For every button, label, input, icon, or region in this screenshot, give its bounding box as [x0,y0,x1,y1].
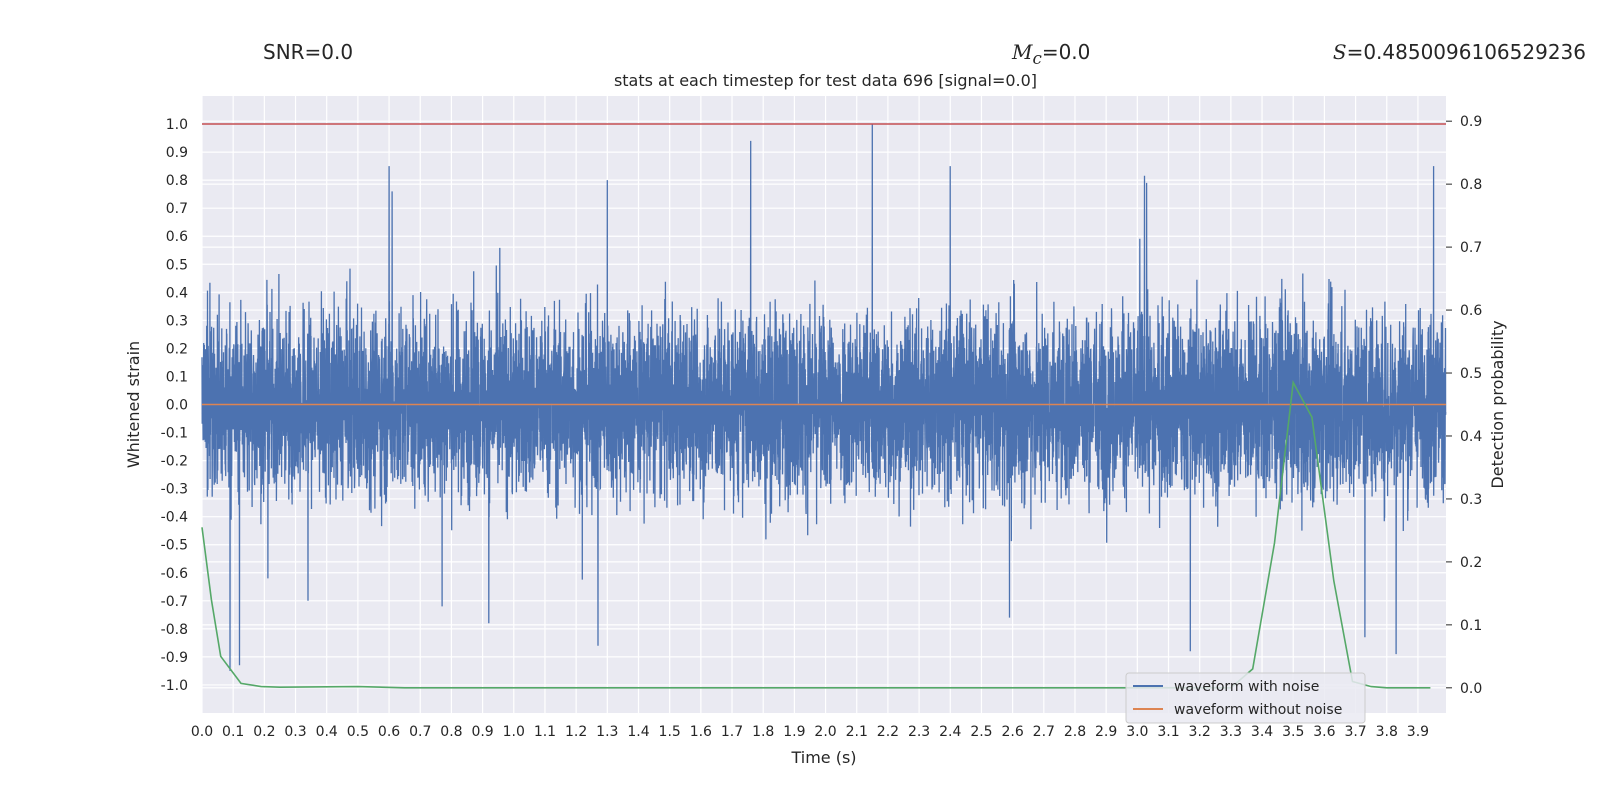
x-tick-label: 1.0 [503,724,525,740]
y-tick-label: -1.0 [161,678,188,694]
x-tick-label: 1.8 [752,724,774,740]
y2-axis-label: Detection probability [1488,320,1507,488]
x-tick-label: 1.6 [690,724,712,740]
y-tick-label: -0.2 [161,454,188,470]
x-tick-label: 3.7 [1344,724,1366,740]
series-waveform-with-noise [201,123,1447,671]
y-tick-label: 0.9 [166,145,188,161]
y2-tick-label: 0.7 [1460,240,1482,256]
y-tick-label: -0.5 [161,538,188,554]
x-tick-label: 3.6 [1313,724,1335,740]
y2-tick-label: 0.2 [1460,555,1482,571]
y-axis-label: Whitened strain [124,341,143,468]
x-tick-label: 1.7 [721,724,743,740]
y-tick-label: 0.7 [166,201,188,217]
x-tick-label: 3.1 [1157,724,1179,740]
x-tick-label: 0.8 [440,724,462,740]
legend: waveform with noise waveform without nois… [1125,672,1366,724]
y-tick-label: -0.9 [161,650,188,666]
x-tick-label: 3.5 [1282,724,1304,740]
x-tick-label: 1.2 [565,724,587,740]
x-tick-label: 2.4 [939,724,961,740]
x-tick-label: 3.2 [1189,724,1211,740]
y2-tick-label: 0.1 [1460,618,1482,634]
x-tick-label: 0.6 [378,724,400,740]
legend-entry-label: waveform with noise [1174,679,1319,695]
x-tick-label: 2.8 [1064,724,1086,740]
x-tick-label: 3.8 [1376,724,1398,740]
x-axis-label: Time (s) [790,748,856,767]
y-tick-label: -0.1 [161,426,188,442]
y-tick-label: 1.0 [166,117,188,133]
x-tick-label: 2.9 [1095,724,1117,740]
x-tick-label: 2.5 [970,724,992,740]
y2-tick-label: 0.4 [1460,429,1482,445]
x-tick-label: 0.4 [316,724,338,740]
x-tick-label: 2.7 [1033,724,1055,740]
snr-label: SNR=0.0 [263,40,354,64]
y-tick-label: 0.2 [166,341,188,357]
x-tick-label: 3.3 [1220,724,1242,740]
x-tick-label: 1.5 [659,724,681,740]
noisy-waveform-line [201,123,1447,671]
x-tick-label: 2.0 [814,724,836,740]
y-tick-label: 0.3 [166,313,188,329]
x-tick-label: 1.4 [627,724,649,740]
y-tick-label: -0.6 [161,566,188,582]
x-tick-label: 1.1 [534,724,556,740]
chirp-mass-symbol: M [1012,40,1033,64]
y-tick-label: 0.6 [166,229,188,245]
x-tick-label: 3.0 [1126,724,1148,740]
y2-tick-label: 0.6 [1460,303,1482,319]
legend-box [1125,672,1366,724]
x-tick-label: 0.2 [253,724,275,740]
chirp-mass-label: Mc=0.0 [1012,40,1090,68]
chirp-mass-subscript: c [1032,49,1042,68]
y2-tick-label: 0.3 [1460,492,1482,508]
chirp-mass-value: =0.0 [1041,40,1091,64]
y2-tick-label: 0.0 [1460,681,1482,697]
y-tick-label: 0.0 [166,398,188,414]
y2-tick-label: 0.5 [1460,366,1482,382]
y-tick-label: 0.4 [166,285,188,301]
x-tick-label: 0.3 [284,724,306,740]
x-tick-label: 0.9 [471,724,493,740]
y-tick-label: -0.4 [161,510,188,526]
x-tick-label: 0.0 [191,724,213,740]
x-tick-label: 0.1 [222,724,244,740]
y2-tick-label: 0.8 [1460,177,1482,193]
x-tick-label: 1.9 [783,724,805,740]
chart-title: stats at each timestep for test data 696… [613,71,1038,90]
x-tick-label: 2.2 [877,724,899,740]
x-tick-label: 2.1 [846,724,868,740]
y2-tick-label: 0.9 [1460,114,1482,130]
y-tick-label: 0.1 [166,369,188,385]
legend-entry-label: waveform without noise [1174,702,1342,718]
x-tick-label: 3.9 [1407,724,1429,740]
x-tick-label: 3.4 [1251,724,1273,740]
x-tick-label: 1.3 [596,724,618,740]
y-tick-label: -0.8 [161,622,188,638]
x-tick-label: 0.7 [409,724,431,740]
score-value: =0.4850096106529236 [1346,40,1586,64]
x-tick-label: 2.6 [1001,724,1023,740]
score-label: S=0.4850096106529236 [1333,40,1586,64]
y-tick-label: -0.7 [161,594,188,610]
score-symbol: S [1332,40,1347,64]
axis-ticks: 0.0 0.1 0.2 0.3 0.4 0.5 0.6 0.7 0.8 0.9 1.0 1.1 1.2 1… [161,114,1483,740]
x-tick-label: 2.3 [908,724,930,740]
y-tick-label: -0.3 [161,482,188,498]
y-tick-label: 0.8 [166,173,188,189]
x-tick-label: 0.5 [347,724,369,740]
y-tick-label: 0.5 [166,257,188,273]
